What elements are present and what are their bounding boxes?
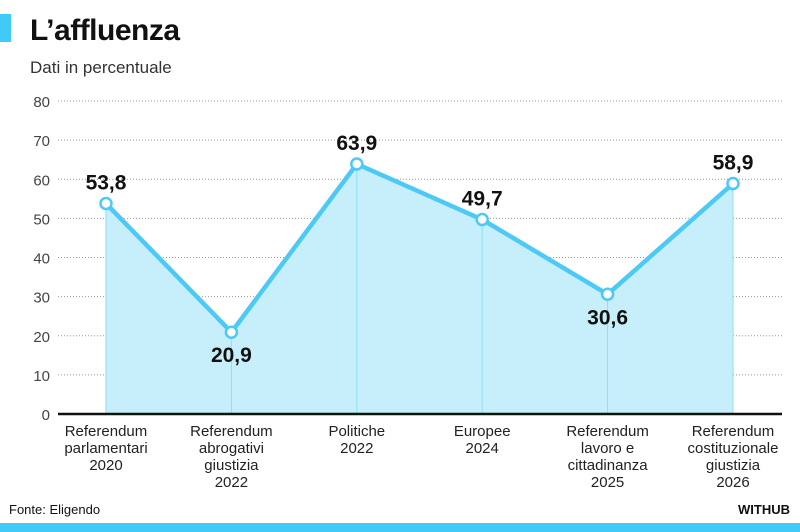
x-category-label: Europee — [454, 423, 511, 440]
source-note: Fonte: Eligendo — [9, 502, 101, 517]
x-category-label: Referendum — [65, 423, 148, 440]
x-category-label: Referendum — [566, 423, 649, 440]
y-tick-label: 10 — [33, 368, 50, 385]
area-fill — [106, 163, 733, 414]
data-label: 53,8 — [86, 172, 127, 195]
x-category-label: abrogativi — [199, 440, 264, 457]
chart-title: L’affluenza — [30, 14, 180, 47]
title-accent-bar — [0, 14, 11, 42]
x-category-label: lavoro e — [581, 440, 634, 457]
x-category-label: Referendum — [692, 423, 775, 440]
data-point — [350, 157, 364, 171]
y-tick-label: 50 — [33, 211, 50, 228]
data-point — [475, 212, 489, 227]
x-category-label: parlamentari — [64, 440, 147, 457]
y-tick-label: 20 — [33, 329, 50, 346]
x-category-label: costituzionale — [688, 440, 779, 457]
x-category-label: Politiche — [328, 423, 385, 440]
x-category-label: 2020 — [89, 457, 122, 474]
x-category-label: giustizia — [706, 457, 761, 474]
x-category-label: Referendum — [190, 423, 273, 440]
data-label: 49,7 — [462, 188, 503, 211]
data-label: 30,6 — [587, 306, 628, 329]
x-category-label: 2022 — [340, 440, 373, 457]
data-point — [99, 196, 113, 211]
y-tick-label: 80 — [33, 94, 50, 111]
x-category-label: 2026 — [716, 474, 749, 491]
y-tick-label: 70 — [33, 133, 50, 150]
x-category-label: giustizia — [204, 457, 259, 474]
y-tick-label: 40 — [33, 251, 50, 268]
y-tick-label: 60 — [33, 172, 50, 189]
brand-logo: WITHUB — [738, 502, 790, 517]
chart-subtitle: Dati in percentuale — [30, 58, 172, 77]
y-tick-label: 30 — [33, 290, 50, 307]
x-category-label: cittadinanza — [568, 457, 649, 474]
data-label: 20,9 — [211, 344, 252, 367]
bottom-accent-bar — [0, 523, 800, 532]
data-point — [600, 287, 615, 302]
data-point — [224, 325, 239, 339]
y-tick-label: 0 — [42, 407, 50, 424]
series-line — [104, 161, 735, 335]
x-category-label: 2022 — [215, 474, 248, 491]
data-point — [726, 176, 740, 191]
data-label: 58,9 — [713, 152, 754, 175]
data-label: 63,9 — [336, 132, 377, 155]
x-category-label: 2025 — [591, 474, 624, 491]
x-category-label: 2024 — [466, 440, 499, 457]
